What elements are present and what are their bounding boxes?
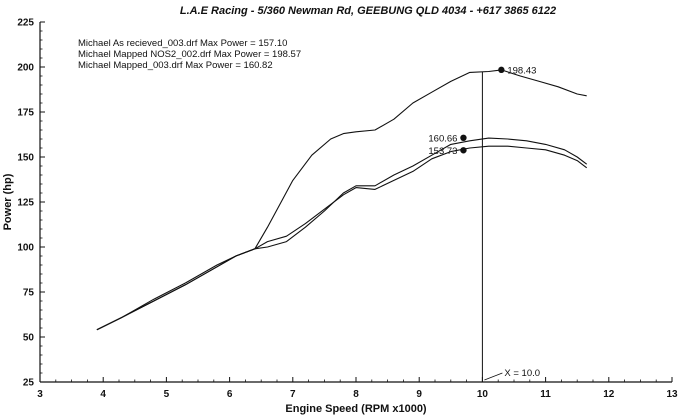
x-tick-label-1: 4 xyxy=(100,389,106,400)
marker-point-1 xyxy=(460,134,467,142)
y-tick-label-5: 150 xyxy=(17,153,34,164)
y-tick-label-8: 225 xyxy=(17,18,34,29)
marker-label-0: 198.43 xyxy=(507,65,536,76)
marker-point-2 xyxy=(460,147,467,154)
y-tick-label-4: 125 xyxy=(17,198,34,209)
x-tick-label-9: 12 xyxy=(603,389,615,400)
marker-label-2: 153.73 xyxy=(428,146,457,157)
y-tick-label-3: 100 xyxy=(17,243,34,254)
legend-entry-2: Michael Mapped_003.drf Max Power = 160.8… xyxy=(78,60,273,71)
x-tick-label-0: 3 xyxy=(37,389,43,400)
y-tick-label-7: 200 xyxy=(17,63,34,74)
legend-entry-0: Michael As recieved_003.drf Max Power = … xyxy=(78,38,287,49)
plot-area: 3 4 5 6 7 8 9 10 11 12 13 25 50 75 100 125 150 175 200 225… xyxy=(17,18,678,401)
y-tick-label-2: 75 xyxy=(23,288,35,299)
cursor-pointer xyxy=(484,372,503,381)
y-tick-label-1: 50 xyxy=(23,333,35,344)
series-line-0 xyxy=(96,145,588,331)
y-tick-label-0: 25 xyxy=(23,378,35,389)
x-tick-label-6: 9 xyxy=(416,389,422,400)
x-tick-label-4: 7 xyxy=(290,389,296,400)
x-tick-label-8: 11 xyxy=(540,389,551,400)
marker-point-0 xyxy=(498,66,505,74)
x-tick-label-10: 13 xyxy=(666,389,678,400)
legend: Michael As recieved_003.drf Max Power = … xyxy=(78,38,301,71)
markers-group: 198.43 160.66 153.73 xyxy=(428,65,536,156)
x-ticks: 3 4 5 6 7 8 9 10 11 12 13 xyxy=(37,377,678,400)
y-tick-label-6: 175 xyxy=(17,108,34,119)
series-line-1 xyxy=(96,69,587,331)
cursor-label: X = 10.0 xyxy=(504,368,540,379)
x-tick-label-3: 6 xyxy=(227,389,233,400)
series-group xyxy=(96,69,588,331)
series-line-2 xyxy=(96,137,588,331)
y-ticks: 25 50 75 100 125 150 175 200 225 xyxy=(17,18,45,389)
x-tick-label-5: 8 xyxy=(353,389,359,400)
y-axis-title: Power (hp) xyxy=(2,173,14,230)
marker-label-1: 160.66 xyxy=(428,133,457,144)
x-tick-label-7: 10 xyxy=(477,389,489,400)
chart-title: L.A.E Racing - 5/360 Newman Rd, GEEBUNG … xyxy=(180,5,556,17)
legend-entry-1: Michael Mapped NOS2_002.drf Max Power = … xyxy=(78,49,301,60)
x-tick-label-2: 5 xyxy=(164,389,170,400)
x-axis-title: Engine Speed (RPM x1000) xyxy=(285,403,427,415)
